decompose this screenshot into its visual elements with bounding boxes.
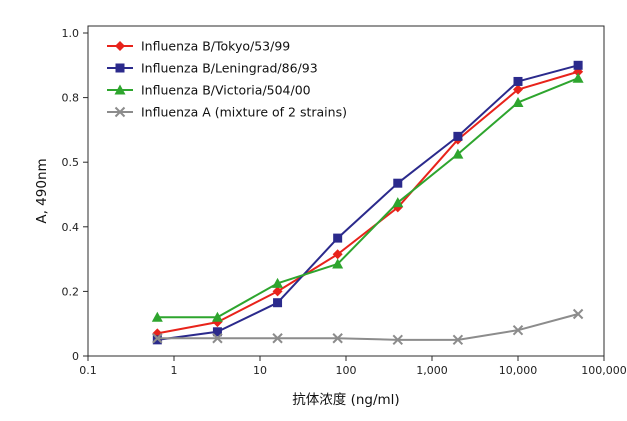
series-layer [151, 60, 584, 346]
x-axis-ticks: 0.1 1 10 100 1,000 10,000 100,000 [79, 356, 627, 377]
data-point [393, 178, 403, 188]
series-3 [152, 308, 584, 346]
x-axis-label: 抗体浓度 (ng/ml) [292, 392, 399, 408]
data-point [392, 197, 404, 208]
data-point [453, 131, 463, 141]
data-point [151, 311, 163, 322]
data-point [513, 84, 523, 95]
x-tick-label: 0.1 [79, 364, 97, 377]
legend-marker [114, 84, 126, 95]
data-point [513, 76, 523, 86]
x-tick-label: 10 [253, 364, 267, 377]
y-tick-label: 0 [72, 350, 79, 363]
legend-label: Influenza B/Victoria/504/00 [141, 83, 311, 98]
data-point [332, 333, 343, 344]
y-axis-label: A, 490nm [34, 158, 50, 223]
series-line [157, 70, 579, 335]
y-tick-label: 0.8 [62, 92, 80, 105]
data-point [212, 327, 222, 337]
legend-entry: Influenza B/Leningrad/86/93 [107, 61, 318, 76]
y-tick-label: 0.5 [62, 156, 80, 169]
data-point [512, 96, 524, 107]
legend-label: Influenza A (mixture of 2 strains) [141, 105, 347, 120]
series-1 [152, 60, 583, 345]
y-tick-label: 0.2 [62, 285, 80, 298]
data-point [152, 335, 162, 345]
data-point [332, 249, 343, 260]
legend-marker [115, 63, 125, 73]
plot-frame [87, 25, 605, 357]
legend: Influenza B/Tokyo/53/99 Influenza B/Lenin… [107, 39, 347, 120]
data-point [573, 60, 583, 70]
data-point [333, 233, 343, 243]
series-line [157, 77, 579, 319]
data-point [272, 333, 283, 344]
x-tick-label: 100 [336, 364, 357, 377]
y-axis-ticks: 0 0.2 0.4 0.5 0.8 1.0 [62, 27, 88, 363]
series-2 [151, 72, 584, 322]
y-tick-label: 0.4 [62, 221, 80, 234]
legend-entry: Influenza B/Tokyo/53/99 [107, 39, 290, 54]
y-tick-label: 1.0 [62, 27, 80, 40]
data-point [332, 258, 344, 269]
legend-marker [115, 41, 125, 51]
legend-label: Influenza B/Leningrad/86/93 [141, 61, 318, 76]
data-point [212, 333, 223, 344]
data-point [572, 72, 584, 83]
series-line [157, 64, 579, 341]
data-point [452, 148, 464, 159]
data-point [211, 311, 223, 322]
data-point [512, 324, 524, 336]
data-point [572, 308, 584, 320]
series-line [157, 313, 579, 341]
legend-entry: Influenza A (mixture of 2 strains) [107, 105, 347, 120]
x-tick-label: 1,000 [416, 364, 448, 377]
legend-marker [114, 106, 126, 118]
x-tick-label: 100,000 [581, 364, 627, 377]
data-point [272, 277, 284, 288]
data-point [273, 298, 283, 308]
data-point [272, 286, 283, 297]
data-point [152, 333, 163, 344]
x-tick-label: 10,000 [499, 364, 538, 377]
legend-label: Influenza B/Tokyo/53/99 [141, 39, 290, 54]
legend-entry: Influenza B/Victoria/504/00 [107, 83, 311, 98]
data-point [452, 334, 464, 346]
x-tick-label: 1 [171, 364, 178, 377]
data-point [392, 334, 403, 346]
